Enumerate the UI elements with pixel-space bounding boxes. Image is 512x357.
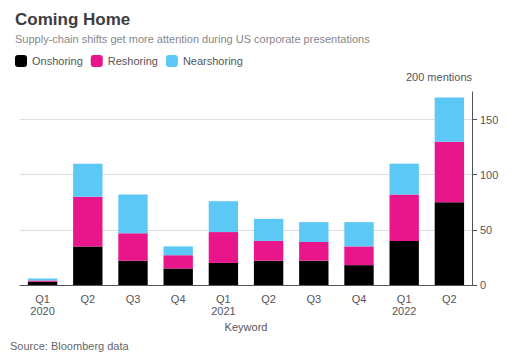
svg-text:Q1: Q1	[397, 293, 412, 305]
svg-text:Q2: Q2	[442, 293, 457, 305]
svg-text:2022: 2022	[392, 305, 416, 317]
svg-text:Q1: Q1	[216, 293, 231, 305]
svg-text:Coming Home: Coming Home	[15, 10, 130, 29]
svg-text:Onshoring: Onshoring	[32, 55, 83, 67]
svg-text:Q3: Q3	[306, 293, 321, 305]
svg-text:Q2: Q2	[261, 293, 276, 305]
svg-text:Q3: Q3	[126, 293, 141, 305]
svg-text:200 mentions: 200 mentions	[406, 71, 473, 83]
svg-text:Q4: Q4	[171, 293, 186, 305]
svg-text:Keyword: Keyword	[225, 321, 268, 333]
svg-text:Q4: Q4	[352, 293, 367, 305]
svg-text:Reshoring: Reshoring	[108, 55, 158, 67]
svg-text:2021: 2021	[211, 305, 235, 317]
svg-text:0: 0	[480, 279, 486, 291]
svg-text:50: 50	[480, 224, 492, 236]
svg-text:Source: Bloomberg data: Source: Bloomberg data	[10, 340, 130, 352]
svg-text:150: 150	[480, 114, 498, 126]
svg-text:2020: 2020	[30, 305, 54, 317]
svg-text:Q2: Q2	[80, 293, 95, 305]
svg-text:Q1: Q1	[35, 293, 50, 305]
svg-text:100: 100	[480, 169, 498, 181]
svg-text:Nearshoring: Nearshoring	[183, 55, 243, 67]
svg-text:Supply-chain shifts get more a: Supply-chain shifts get more attention d…	[15, 33, 370, 45]
